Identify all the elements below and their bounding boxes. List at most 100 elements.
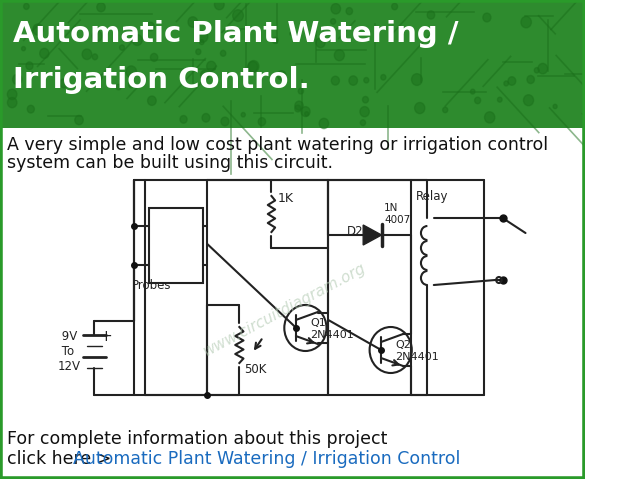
Circle shape (27, 105, 34, 113)
Circle shape (221, 117, 229, 126)
Circle shape (202, 114, 210, 122)
Circle shape (188, 17, 198, 27)
Circle shape (330, 19, 336, 24)
Circle shape (197, 31, 208, 42)
Text: Irrigation Control.: Irrigation Control. (13, 66, 309, 94)
Circle shape (349, 76, 357, 85)
Circle shape (470, 89, 475, 94)
Circle shape (8, 97, 17, 108)
Circle shape (60, 79, 68, 88)
Circle shape (362, 96, 369, 103)
Circle shape (147, 96, 156, 105)
Circle shape (26, 62, 33, 69)
Circle shape (415, 103, 425, 114)
Circle shape (29, 72, 34, 78)
Text: 9V
 To
12V: 9V To 12V (58, 330, 81, 373)
Circle shape (331, 3, 341, 14)
Circle shape (75, 115, 84, 125)
Circle shape (331, 76, 339, 85)
Text: 1N
4007: 1N 4007 (384, 204, 410, 225)
Circle shape (126, 66, 137, 78)
Circle shape (392, 3, 397, 10)
Circle shape (508, 77, 516, 85)
Circle shape (504, 81, 508, 86)
Circle shape (180, 115, 187, 123)
Circle shape (98, 75, 102, 80)
Circle shape (196, 49, 201, 55)
Text: D2: D2 (346, 225, 363, 238)
Circle shape (233, 10, 244, 22)
Circle shape (92, 31, 102, 42)
Circle shape (33, 24, 43, 35)
Circle shape (200, 40, 204, 45)
Text: Automatic Plant Watering / Irrigation Control: Automatic Plant Watering / Irrigation Co… (73, 450, 461, 468)
Text: Probes: Probes (132, 279, 172, 292)
Circle shape (220, 50, 226, 56)
Text: +: + (99, 329, 112, 344)
Circle shape (316, 38, 325, 48)
Text: Automatic Plant Watering /: Automatic Plant Watering / (13, 20, 458, 48)
Circle shape (483, 13, 491, 22)
Circle shape (272, 37, 278, 44)
Circle shape (301, 107, 310, 116)
Circle shape (207, 61, 216, 71)
Circle shape (360, 120, 366, 125)
Circle shape (290, 32, 293, 36)
Text: click here >: click here > (7, 450, 117, 468)
Circle shape (427, 11, 434, 19)
Circle shape (364, 78, 369, 83)
Circle shape (116, 84, 121, 90)
Circle shape (498, 97, 502, 102)
Circle shape (346, 8, 353, 15)
Circle shape (360, 106, 369, 117)
Circle shape (93, 54, 98, 60)
Circle shape (248, 61, 258, 72)
Circle shape (132, 34, 142, 46)
Circle shape (295, 101, 303, 110)
Circle shape (13, 74, 22, 85)
Circle shape (40, 48, 49, 58)
Circle shape (521, 16, 531, 28)
Bar (0, 0, 585, 128)
Circle shape (97, 2, 105, 12)
Circle shape (523, 95, 533, 106)
Text: A very simple and low cost plant watering or irrigation control: A very simple and low cost plant waterin… (7, 136, 549, 154)
Circle shape (475, 97, 480, 104)
Circle shape (381, 75, 386, 80)
Circle shape (538, 63, 547, 74)
Text: Relay: Relay (417, 190, 449, 203)
Circle shape (334, 50, 345, 61)
Circle shape (147, 22, 154, 31)
Bar (149, 208, 203, 283)
Text: 50K: 50K (244, 363, 266, 376)
Circle shape (527, 76, 535, 83)
Circle shape (295, 105, 301, 112)
Circle shape (128, 81, 135, 88)
Circle shape (443, 107, 448, 113)
Text: Q2
2N4401: Q2 2N4401 (396, 341, 439, 362)
Circle shape (553, 104, 557, 109)
Circle shape (248, 60, 259, 72)
Circle shape (305, 112, 309, 116)
Circle shape (7, 89, 17, 100)
Circle shape (534, 68, 539, 73)
Circle shape (214, 0, 224, 10)
Circle shape (319, 118, 329, 129)
Circle shape (258, 117, 265, 125)
Circle shape (24, 3, 29, 10)
Circle shape (22, 46, 26, 51)
Circle shape (82, 49, 92, 59)
Circle shape (119, 45, 124, 50)
Circle shape (200, 70, 209, 80)
Polygon shape (363, 225, 382, 245)
Text: 1K: 1K (278, 192, 294, 205)
Circle shape (484, 112, 495, 123)
Text: system can be built using this circuit.: system can be built using this circuit. (7, 154, 333, 172)
Text: www.circuitdiagram.org: www.circuitdiagram.org (200, 261, 368, 359)
Circle shape (298, 88, 304, 94)
Circle shape (412, 74, 422, 85)
Circle shape (241, 113, 246, 117)
Text: Q1
2N4401: Q1 2N4401 (310, 319, 353, 340)
Circle shape (151, 53, 158, 61)
Text: For complete information about this project: For complete information about this proj… (7, 430, 388, 448)
